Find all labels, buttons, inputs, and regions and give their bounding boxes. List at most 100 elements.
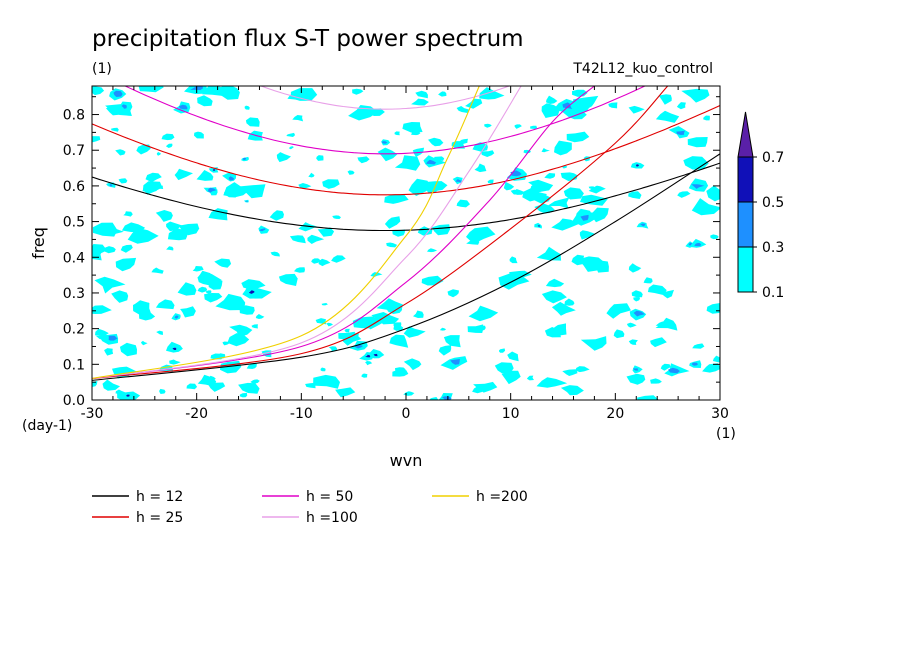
y-tick-label: 0.4 xyxy=(63,250,85,266)
contour-blob-mid xyxy=(259,228,266,232)
contour-blob xyxy=(255,314,265,319)
contour-blob xyxy=(633,297,640,302)
contour-blob xyxy=(560,172,578,182)
x-tick-label: -30 xyxy=(81,406,104,422)
contour-blob xyxy=(608,102,618,109)
contour-blob xyxy=(588,186,595,189)
contour-blob-high xyxy=(635,164,639,167)
contour-blob xyxy=(276,152,291,163)
contour-blob xyxy=(313,374,340,389)
contour-blob xyxy=(572,89,588,97)
contour-blob xyxy=(371,312,400,325)
contour-blob xyxy=(580,336,607,351)
contour-blob xyxy=(564,298,575,306)
contour-blob xyxy=(95,335,109,342)
contour-blob xyxy=(145,172,162,183)
contour-blob-mid xyxy=(640,223,646,227)
contour-blob xyxy=(687,137,708,148)
contour-blob xyxy=(595,260,609,273)
contour-blob xyxy=(365,361,373,366)
contour-blob xyxy=(571,254,585,266)
contour-blob xyxy=(628,105,645,114)
contour-blob xyxy=(136,144,151,155)
dispersion-curve-lower xyxy=(92,86,480,380)
contour-blob xyxy=(180,306,196,318)
contour-blob xyxy=(206,290,212,294)
x-tick-label: 20 xyxy=(606,406,624,422)
y-tick-label: 0.1 xyxy=(63,357,85,373)
contour-blob xyxy=(92,86,105,96)
contour-blob-mid xyxy=(179,104,188,110)
contour-blob-mid xyxy=(208,187,217,193)
contour-blob xyxy=(536,377,568,388)
contour-blob xyxy=(554,140,572,156)
contour-blob xyxy=(613,329,625,339)
contour-blob xyxy=(514,124,522,129)
contour-blob xyxy=(591,207,609,223)
contour-blob xyxy=(239,305,255,315)
contour-blob xyxy=(402,122,423,133)
contour-blob xyxy=(269,210,284,221)
y-tick-label: 0.3 xyxy=(63,286,85,302)
colorbar-label: 0.3 xyxy=(762,240,784,256)
contour-blob xyxy=(528,179,554,193)
contour-blob xyxy=(392,229,406,237)
contour-blob xyxy=(484,123,492,128)
contour-blob xyxy=(481,150,495,157)
axis-ticks: -30 -20 -10 0 10 20 30 0.0 0.1 0.2 0.3 0.4 0.5 0.6 0.7… xyxy=(63,86,729,422)
contour-blob xyxy=(361,373,368,378)
contour-blob xyxy=(165,143,173,148)
contour-blob xyxy=(194,131,204,139)
contour-blob xyxy=(308,172,315,178)
contour-fill-layer xyxy=(92,86,720,400)
contour-blob xyxy=(161,133,175,141)
contour-blob xyxy=(92,222,118,237)
contour-blob xyxy=(186,383,198,390)
contour-blob xyxy=(242,284,272,299)
contour-blob xyxy=(289,235,306,244)
contour-blob xyxy=(647,284,667,296)
contour-blob xyxy=(563,187,584,200)
contour-blob xyxy=(317,227,335,237)
contour-blob xyxy=(394,131,400,136)
contour-blob xyxy=(628,339,638,345)
contour-blob xyxy=(703,115,710,121)
contour-blob-mid xyxy=(450,359,460,365)
contour-blob-high xyxy=(172,347,177,350)
contour-blob xyxy=(244,105,250,110)
contour-blob xyxy=(384,194,409,204)
contour-blob-mid xyxy=(676,130,685,135)
contour-blob xyxy=(359,352,374,361)
contour-blob xyxy=(156,152,162,156)
contour-blob xyxy=(156,185,164,189)
contour-blob xyxy=(141,340,148,346)
contour-blob xyxy=(456,106,470,113)
contour-blob xyxy=(427,248,438,253)
contour-blob xyxy=(251,324,258,329)
contour-blob xyxy=(691,198,720,216)
contour-blob-mid xyxy=(113,90,123,97)
contour-blob xyxy=(208,208,228,221)
contour-blob xyxy=(196,170,214,181)
contour-blob xyxy=(119,342,137,357)
contour-blob-high xyxy=(537,225,541,227)
contour-blob xyxy=(413,310,424,318)
contour-blob xyxy=(335,387,356,398)
contour-blob-mid xyxy=(694,242,702,247)
contour-blob xyxy=(626,373,646,385)
contour-blob xyxy=(569,99,591,113)
contour-blob xyxy=(166,246,174,251)
contour-blob xyxy=(245,117,260,127)
contour-blob xyxy=(320,367,326,372)
contour-blob xyxy=(415,90,428,99)
contour-blob xyxy=(468,305,499,322)
contour-blob xyxy=(115,389,125,394)
contour-blob xyxy=(526,375,534,381)
colorbar-label: 0.1 xyxy=(762,285,784,301)
contour-blob xyxy=(169,359,181,365)
x-axis-unit: (1) xyxy=(716,426,736,442)
contour-blob xyxy=(509,256,518,264)
contour-blob xyxy=(139,309,156,321)
contour-blob xyxy=(702,363,720,373)
dispersion-curve-upper xyxy=(123,86,647,155)
